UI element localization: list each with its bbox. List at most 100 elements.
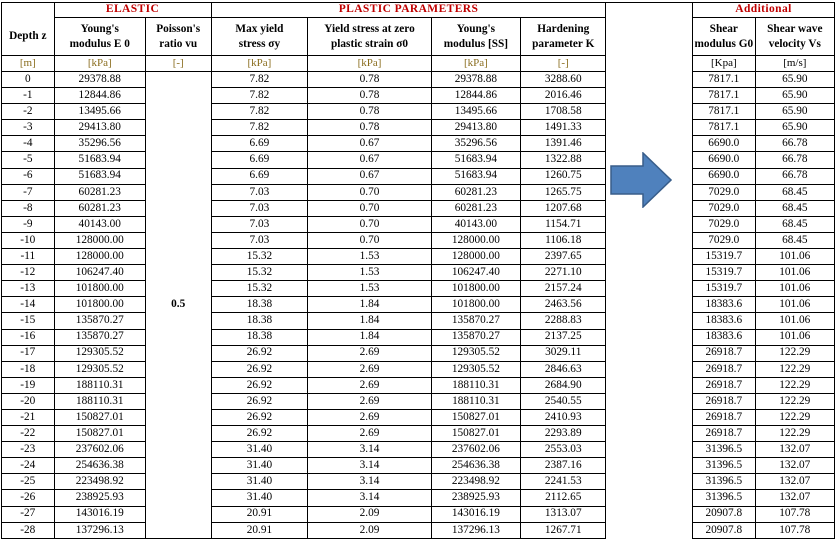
- youngs-ss-cell: 237602.06: [430, 441, 522, 459]
- shear-modulus-cell: 7029.0: [691, 199, 756, 217]
- table-row: -27 143016.19 20.91 2.09 143016.19 1313.07 209…: [1, 505, 835, 523]
- youngs-e0-cell: 35296.56: [53, 135, 146, 153]
- depth-cell: -6: [1, 167, 55, 185]
- spacer-cell: [605, 473, 693, 490]
- yield-zero-cell: 2.69: [307, 344, 432, 362]
- max-yield-cell: 31.40: [210, 489, 309, 507]
- table-row: -4 35296.56 6.69 0.67 35296.56 1391.46 6690.0 6…: [1, 135, 835, 153]
- shear-modulus-cell: 6690.0: [691, 135, 756, 153]
- hardening-cell: 1391.46: [520, 135, 607, 153]
- hardening-cell: 1265.75: [520, 183, 607, 201]
- shear-modulus-unit: [Kpa]: [691, 55, 756, 72]
- depth-cell: -12: [1, 264, 55, 282]
- shear-modulus-cell: 31396.5: [691, 457, 756, 475]
- shear-modulus-cell: 26918.7: [691, 344, 756, 362]
- depth-cell: 0: [1, 70, 55, 89]
- youngs-ss-cell: 29413.80: [430, 119, 522, 137]
- youngs-ss-cell: 101800.00: [430, 296, 522, 314]
- shear-velocity-cell: 66.78: [754, 167, 835, 185]
- shear-velocity-column-header: Shear wave velocity Vs: [754, 17, 835, 56]
- shear-modulus-cell: 15319.7: [691, 248, 756, 266]
- max-yield-cell: 15.32: [210, 280, 309, 298]
- spacer-header-cell: [605, 17, 693, 56]
- youngs-ss-cell: 60281.23: [430, 183, 522, 201]
- spacer-cell: [605, 312, 693, 329]
- youngs-e0-cell: 51683.94: [53, 151, 146, 169]
- shear-modulus-cell: 6690.0: [691, 167, 756, 185]
- hardening-cell: 1106.18: [520, 231, 607, 250]
- table-row: -12 106247.40 15.32 1.53 106247.40 2271.10 153…: [1, 264, 835, 282]
- spacer-section-cell: [605, 2, 693, 18]
- spacer-cell: [605, 345, 693, 362]
- youngs-e0-cell: 101800.00: [53, 296, 146, 314]
- yield-zero-cell: 0.70: [307, 231, 432, 250]
- table-row: -11 128000.00 15.32 1.53 128000.00 2397.65 153…: [1, 248, 835, 266]
- shear-modulus-cell: 15319.7: [691, 280, 756, 298]
- yield-zero-column-header: Yield stress at zero plastic strain σ0: [307, 17, 432, 56]
- hardening-cell: 2288.83: [520, 312, 607, 330]
- table-row: -6 51683.94 6.69 0.67 51683.94 1260.75 6690.0 6…: [1, 167, 835, 185]
- youngs-ss-cell: 60281.23: [430, 199, 522, 217]
- hardening-cell: 1267.71: [520, 521, 607, 539]
- hardening-cell: 2387.16: [520, 457, 607, 475]
- shear-modulus-cell: 31396.5: [691, 441, 756, 459]
- shear-modulus-cell: 20907.8: [691, 521, 756, 539]
- hardening-cell: 2846.63: [520, 360, 607, 378]
- yield-zero-cell: 0.67: [307, 135, 432, 153]
- youngs-ss-cell: 106247.40: [430, 264, 522, 282]
- plastic-section-header: PLASTIC PARAMETERS: [210, 2, 607, 18]
- shear-modulus-cell: 6690.0: [691, 151, 756, 169]
- yield-zero-cell: 1.53: [307, 280, 432, 298]
- yield-zero-cell: 0.78: [307, 70, 432, 89]
- youngs-ss-cell: 128000.00: [430, 231, 522, 250]
- depth-cell: -14: [1, 296, 55, 314]
- youngs-ss-cell: 51683.94: [430, 151, 522, 169]
- youngs-e0-cell: 188110.31: [53, 376, 146, 394]
- table-row: -26 238925.93 31.40 3.14 238925.93 2112.65 313…: [1, 489, 835, 507]
- max-yield-cell: 6.69: [210, 151, 309, 169]
- shear-velocity-cell: 101.06: [754, 264, 835, 282]
- hardening-cell: 3029.11: [520, 344, 607, 362]
- table-row: -24 254636.38 31.40 3.14 254636.38 2387.16 313…: [1, 457, 835, 475]
- yield-zero-cell: 2.69: [307, 408, 432, 427]
- youngs-e0-cell: 12844.86: [53, 87, 146, 105]
- depth-cell: -15: [1, 312, 55, 330]
- max-yield-cell: 26.92: [210, 344, 309, 362]
- spacer-cell: [605, 135, 693, 152]
- depth-cell: -7: [1, 183, 55, 201]
- youngs-e0-cell: 101800.00: [53, 280, 146, 298]
- shear-velocity-cell: 122.29: [754, 425, 835, 443]
- shear-modulus-cell: 20907.8: [691, 505, 756, 523]
- yield-zero-cell: 0.78: [307, 87, 432, 105]
- hardening-cell: 2016.46: [520, 87, 607, 105]
- max-yield-cell: 26.92: [210, 425, 309, 443]
- shear-velocity-cell: 65.90: [754, 103, 835, 121]
- yield-zero-cell: 2.69: [307, 376, 432, 394]
- table-row: -28 137296.13 20.91 2.09 137296.13 1267.71 209…: [1, 521, 835, 539]
- shear-modulus-cell: 18383.6: [691, 296, 756, 314]
- max-yield-cell: 31.40: [210, 441, 309, 459]
- table-row: -20 188110.31 26.92 2.69 188110.31 2540.55 269…: [1, 392, 835, 410]
- elastic-section-header: ELASTIC: [53, 2, 212, 18]
- hardening-cell: 2137.25: [520, 328, 607, 346]
- youngs-ss-cell: 129305.52: [430, 360, 522, 378]
- shear-modulus-cell: 31396.5: [691, 489, 756, 507]
- max-yield-cell: 20.91: [210, 521, 309, 539]
- depth-unit: [m]: [1, 55, 55, 72]
- table-row: -9 40143.00 7.03 0.70 40143.00 1154.71 7029.0 6…: [1, 215, 835, 233]
- youngs-e0-cell: 150827.01: [53, 425, 146, 443]
- yield-zero-cell: 1.53: [307, 264, 432, 282]
- max-yield-cell: 7.03: [210, 231, 309, 250]
- max-yield-cell: 7.82: [210, 119, 309, 137]
- youngs-e0-cell: 223498.92: [53, 473, 146, 491]
- youngs-ss-cell: 29378.88: [430, 70, 522, 89]
- max-yield-cell: 26.92: [210, 376, 309, 394]
- yield-zero-cell: 1.53: [307, 248, 432, 266]
- spacer-cell: [605, 232, 693, 249]
- shear-velocity-cell: 68.45: [754, 215, 835, 233]
- youngs-e0-cell: 254636.38: [53, 457, 146, 475]
- table-row: -15 135870.27 18.38 1.84 135870.27 2288.83 183…: [1, 312, 835, 330]
- poisson-value-cell: 0.5: [144, 71, 212, 539]
- youngs-e0-cell: 238925.93: [53, 489, 146, 507]
- spacer-cell: [605, 280, 693, 297]
